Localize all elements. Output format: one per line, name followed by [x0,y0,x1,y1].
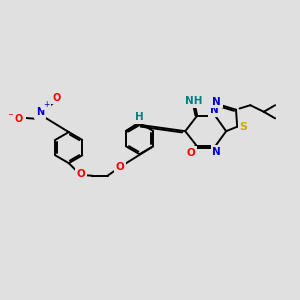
Text: NH: NH [185,96,203,106]
Text: N: N [212,97,221,106]
Text: O: O [77,169,86,179]
Text: N: N [36,107,44,117]
Text: S: S [239,122,247,132]
Text: H: H [135,112,143,122]
Text: $^-$O: $^-$O [6,112,24,124]
Text: N: N [210,105,219,115]
Text: O: O [186,148,195,158]
Text: O: O [116,162,124,172]
Text: +: + [43,100,49,109]
Text: N: N [212,147,221,157]
Text: O: O [52,93,61,103]
